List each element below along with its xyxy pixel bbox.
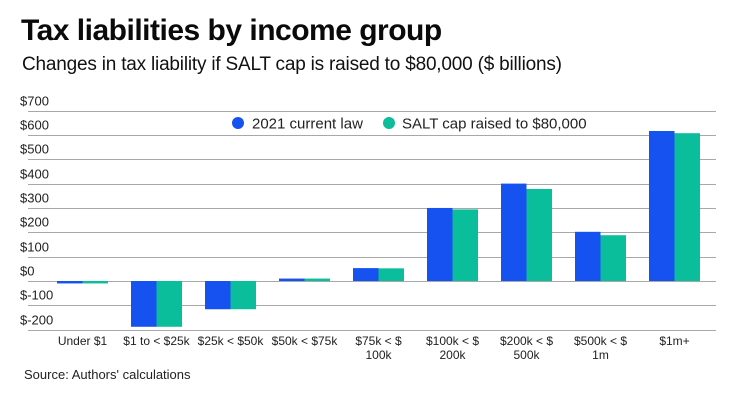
y-tick-label: $-100 [20, 288, 53, 303]
y-tick-label: $-200 [20, 313, 53, 328]
y-axis-ticks: $700 $600 $500 $400 $300 $200 $100 $0 $-100 $-200 [20, 94, 53, 328]
source-note: Source: Authors' calculations [24, 367, 191, 382]
bar-salt-raised [674, 133, 700, 281]
y-tick-label: $500 [20, 142, 49, 157]
y-tick-label: $600 [20, 118, 49, 133]
legend-dot-icon [232, 117, 244, 129]
bar-salt-raised [156, 281, 182, 327]
chart-title: Tax liabilities by income group [21, 14, 442, 47]
x-tick-label: 1m [592, 348, 609, 362]
x-tick-label: $50k < $75k [272, 334, 339, 348]
x-tick-label: $200k < $ [500, 334, 553, 348]
legend-label: 2021 current law [252, 116, 363, 133]
bar-current-law [649, 131, 675, 281]
x-tick-label: $75k < $ [355, 334, 402, 348]
x-tick-label: 100k [365, 348, 392, 362]
x-tick-label: 200k [439, 348, 466, 362]
x-tick-label: $500k < $ [574, 334, 627, 348]
bar-salt-raised [304, 278, 330, 281]
x-tick-label: $100k < $ [426, 334, 479, 348]
x-axis-labels: Under $1 $1 to < $25k $25k < $50k $50k < $7… [58, 334, 690, 362]
bar-salt-raised [526, 188, 552, 281]
y-tick-label: $100 [20, 240, 49, 255]
y-tick-label: $0 [20, 264, 34, 279]
bar-salt-raised [230, 281, 256, 310]
x-tick-label: $1 to < $25k [123, 334, 190, 348]
y-tick-label: $700 [20, 94, 49, 109]
bar-current-law [131, 281, 157, 327]
bars [57, 131, 700, 327]
bar-current-law [353, 268, 379, 281]
x-tick-label: 500k [513, 348, 540, 362]
legend-label: SALT cap raised to $80,000 [402, 116, 587, 133]
bar-current-law [57, 281, 83, 284]
bar-salt-raised [378, 268, 404, 281]
legend: 2021 current law SALT cap raised to $80,0… [232, 116, 587, 133]
bar-current-law [575, 231, 601, 281]
y-tick-label: $200 [20, 215, 49, 230]
bar-salt-raised [600, 235, 626, 281]
x-tick-label: $1m+ [659, 334, 689, 348]
bar-current-law [279, 278, 305, 281]
y-tick-label: $400 [20, 167, 49, 182]
x-tick-label: Under $1 [58, 334, 108, 348]
bar-current-law [427, 207, 453, 281]
chart-subtitle: Changes in tax liability if SALT cap is … [22, 54, 562, 75]
bar-salt-raised [452, 209, 478, 281]
x-tick-label: $25k < $50k [198, 334, 265, 348]
bar-current-law [205, 281, 231, 310]
y-tick-label: $300 [20, 191, 49, 206]
bar-current-law [501, 183, 527, 281]
bar-salt-raised [82, 281, 108, 284]
legend-dot-icon [383, 117, 395, 129]
